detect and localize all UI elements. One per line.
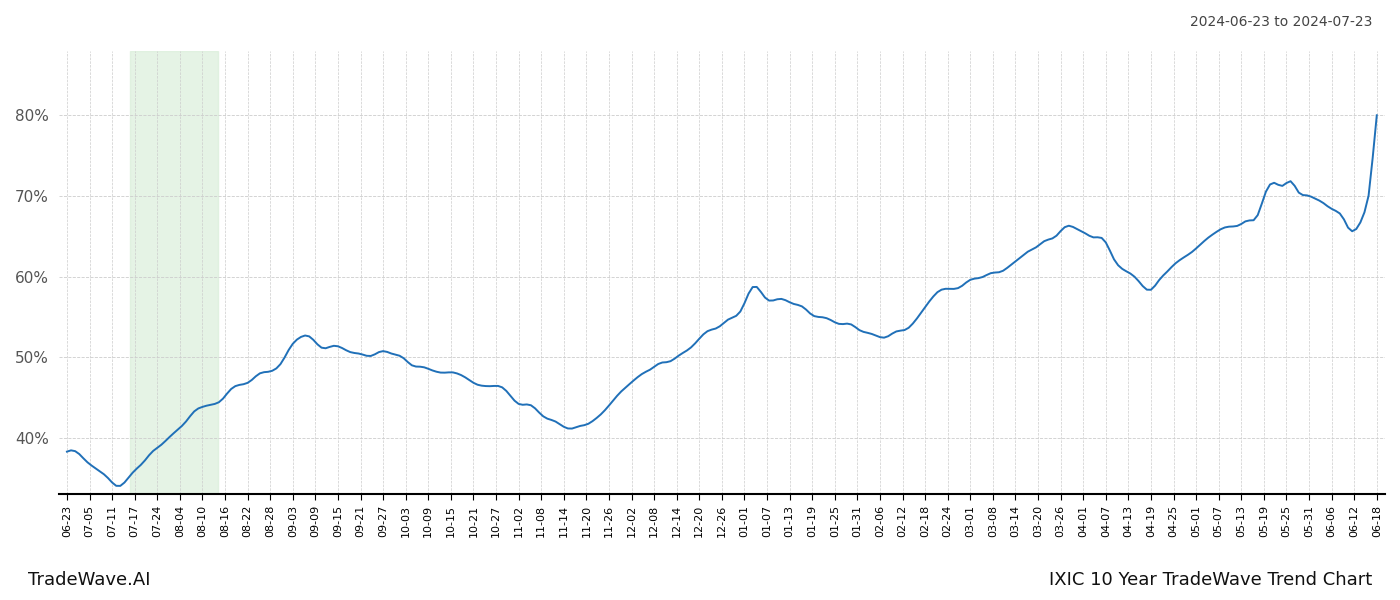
Text: IXIC 10 Year TradeWave Trend Chart: IXIC 10 Year TradeWave Trend Chart [1049, 571, 1372, 589]
Text: 2024-06-23 to 2024-07-23: 2024-06-23 to 2024-07-23 [1190, 15, 1372, 29]
Bar [130, 51, 217, 494]
Text: TradeWave.AI: TradeWave.AI [28, 571, 151, 589]
